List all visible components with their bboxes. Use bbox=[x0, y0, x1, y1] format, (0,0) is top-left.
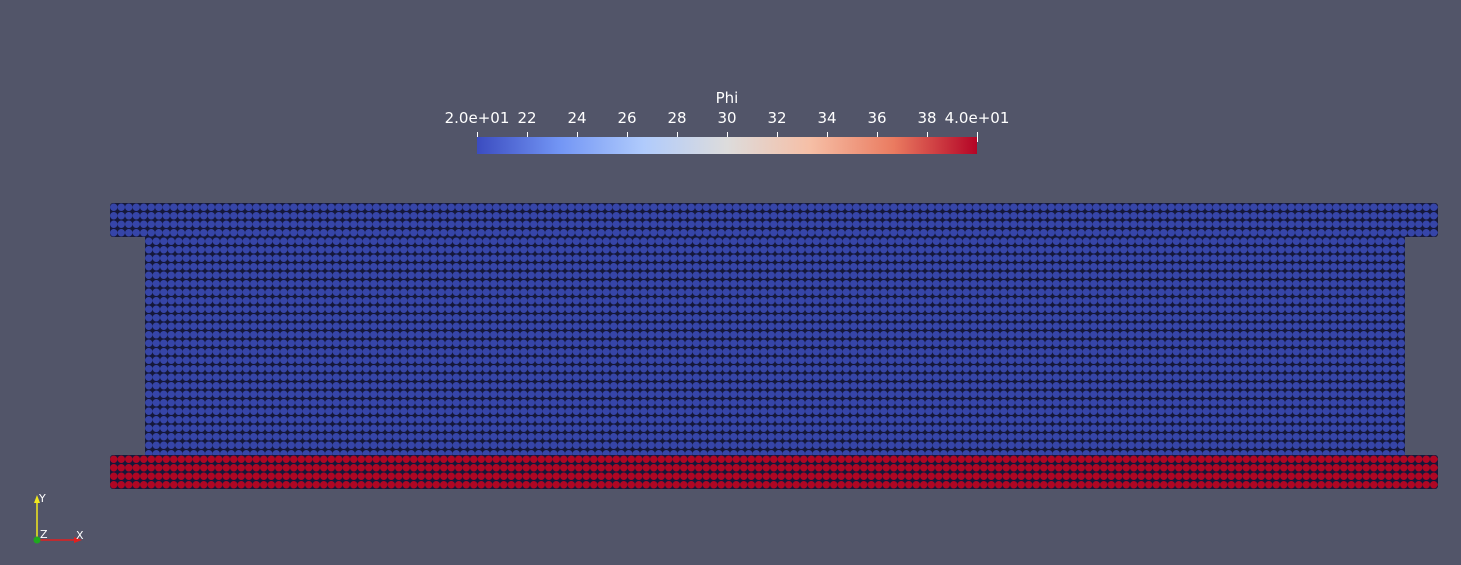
scalar-bar-tick-label: 26 bbox=[617, 109, 637, 127]
scalar-bar-title: Phi bbox=[715, 89, 739, 107]
scalar-bar-tick-label: 22 bbox=[517, 109, 537, 127]
x-axis-label: X bbox=[76, 529, 84, 542]
scalar-bar-tick-label: 38 bbox=[917, 109, 937, 127]
z-axis-label: Z bbox=[40, 528, 48, 541]
y-axis-arrow bbox=[34, 495, 40, 503]
scalar-bar-tick-label: 24 bbox=[567, 109, 587, 127]
scalar-bar-tick-mark bbox=[976, 132, 978, 142]
scalar-bar-tick-label: 30 bbox=[717, 109, 737, 127]
scalar-bar-tick-label: 2.0e+01 bbox=[444, 109, 510, 127]
bulk-particles bbox=[145, 237, 1405, 455]
bottom-plate-particles bbox=[110, 455, 1438, 489]
orientation-axes: Y Z X bbox=[28, 490, 88, 546]
scalar-bar-tick-label: 36 bbox=[867, 109, 887, 127]
top-plate-particles bbox=[110, 203, 1438, 237]
z-axis-origin bbox=[33, 536, 41, 544]
y-axis-label: Y bbox=[39, 492, 46, 505]
x-axis-arrow bbox=[74, 537, 82, 543]
scalar-bar-tick-label: 34 bbox=[817, 109, 837, 127]
scalar-bar-tick-label: 4.0e+01 bbox=[944, 109, 1010, 127]
scalar-bar-tick-label: 28 bbox=[667, 109, 687, 127]
scalar-bar-tick-label: 32 bbox=[767, 109, 787, 127]
scalar-bar-colorbar bbox=[477, 137, 977, 154]
